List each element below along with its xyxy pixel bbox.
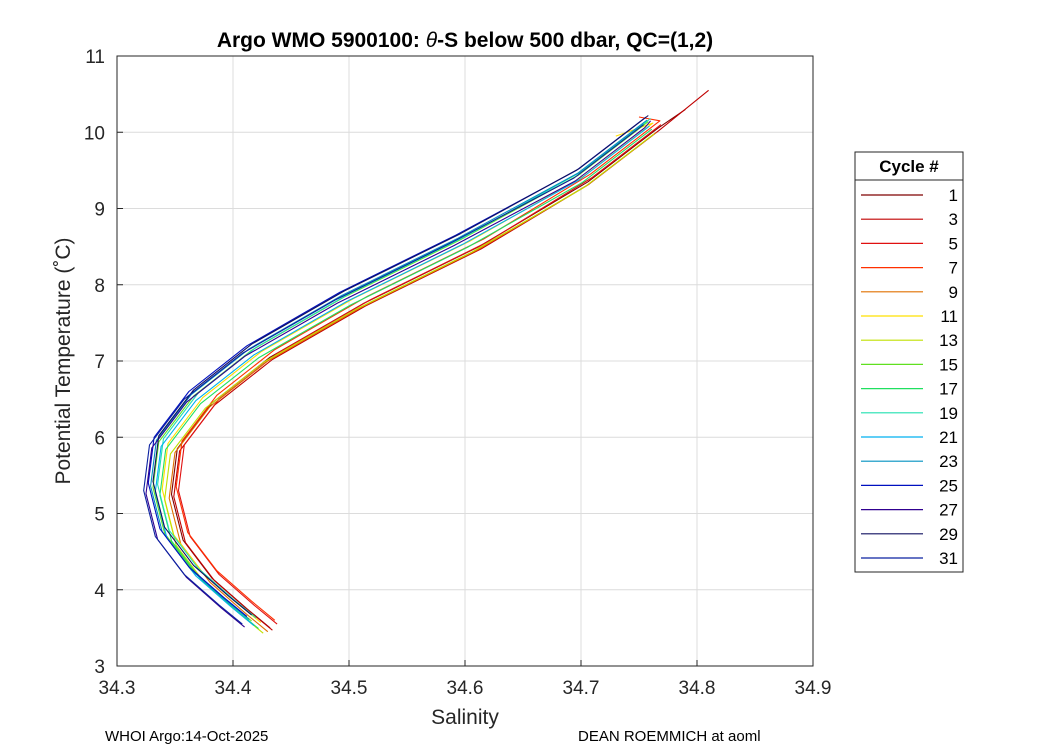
series-line-cycle-29 xyxy=(152,115,649,616)
data-series-group xyxy=(143,89,709,634)
legend-label-cycle-25: 25 xyxy=(939,476,958,495)
y-tick-label: 3 xyxy=(94,657,105,678)
footer-right: DEAN ROEMMICH at aoml xyxy=(578,728,761,745)
x-tick-label: 34.8 xyxy=(679,678,716,699)
series-line-cycle-11 xyxy=(161,122,654,623)
chart-title: Argo WMO 5900100: θ-S below 500 dbar, QC… xyxy=(217,29,713,52)
x-tick-label: 34.9 xyxy=(795,678,832,699)
y-axis-label: Potential Temperature (˚C) xyxy=(52,237,75,484)
legend-label-cycle-1: 1 xyxy=(949,186,958,205)
y-tick-label: 11 xyxy=(85,47,105,68)
legend-label-cycle-19: 19 xyxy=(939,404,958,423)
y-tick-label: 4 xyxy=(94,581,105,602)
y-tick-label: 8 xyxy=(94,276,105,297)
legend-label-cycle-21: 21 xyxy=(939,428,958,447)
x-tick-labels: 34.3 34.4 34.5 34.6 34.7 34.8 34.9 xyxy=(99,678,832,699)
series-line-cycle-25 xyxy=(147,116,647,617)
x-tick-label: 34.7 xyxy=(563,678,600,699)
series-line-cycle-27 xyxy=(145,120,652,628)
legend-label-cycle-29: 29 xyxy=(939,525,958,544)
x-tick-label: 34.5 xyxy=(331,678,368,699)
series-line-cycle-7 xyxy=(175,116,661,621)
footer-left: WHOI Argo:14-Oct-2025 xyxy=(105,728,268,745)
legend-label-cycle-9: 9 xyxy=(949,283,958,302)
legend-label-cycle-31: 31 xyxy=(939,549,958,568)
y-tick-label: 7 xyxy=(94,352,105,373)
plot-frame xyxy=(116,55,814,667)
y-tick-label: 9 xyxy=(94,200,105,221)
x-tick-label: 34.6 xyxy=(447,678,484,699)
series-line-cycle-23 xyxy=(150,119,648,620)
series-line-cycle-3 xyxy=(173,89,709,631)
legend-label-cycle-11: 11 xyxy=(940,307,958,326)
y-tick-labels: 3 4 5 6 7 8 9 10 11 xyxy=(84,47,106,678)
legend-label-cycle-23: 23 xyxy=(939,452,958,471)
legend-label-cycle-27: 27 xyxy=(939,501,958,520)
x-tick-label: 34.4 xyxy=(215,678,252,699)
x-tick-label: 34.3 xyxy=(99,678,136,699)
x-axis-label: Salinity xyxy=(431,706,499,729)
series-line-cycle-15 xyxy=(152,121,649,622)
legend-label-cycle-7: 7 xyxy=(949,259,958,278)
legend-label-cycle-17: 17 xyxy=(939,380,958,399)
legend-label-cycle-13: 13 xyxy=(939,331,958,350)
series-line-cycle-1 xyxy=(170,108,686,629)
legend-label-cycle-15: 15 xyxy=(939,355,958,374)
y-tick-label: 6 xyxy=(94,428,105,449)
legend-title: Cycle # xyxy=(879,157,939,176)
series-line-cycle-17 xyxy=(159,128,653,630)
legend-label-cycle-3: 3 xyxy=(949,210,958,229)
legend-box xyxy=(854,151,964,573)
series-line-cycle-9 xyxy=(168,131,657,633)
y-tick-label: 10 xyxy=(84,123,105,144)
legend-label-cycle-5: 5 xyxy=(949,234,958,253)
series-line-cycle-21 xyxy=(154,125,650,627)
y-tick-label: 5 xyxy=(94,505,105,526)
series-line-cycle-19 xyxy=(157,118,651,619)
series-line-cycle-31 xyxy=(143,124,644,625)
series-line-cycle-5 xyxy=(177,124,662,625)
